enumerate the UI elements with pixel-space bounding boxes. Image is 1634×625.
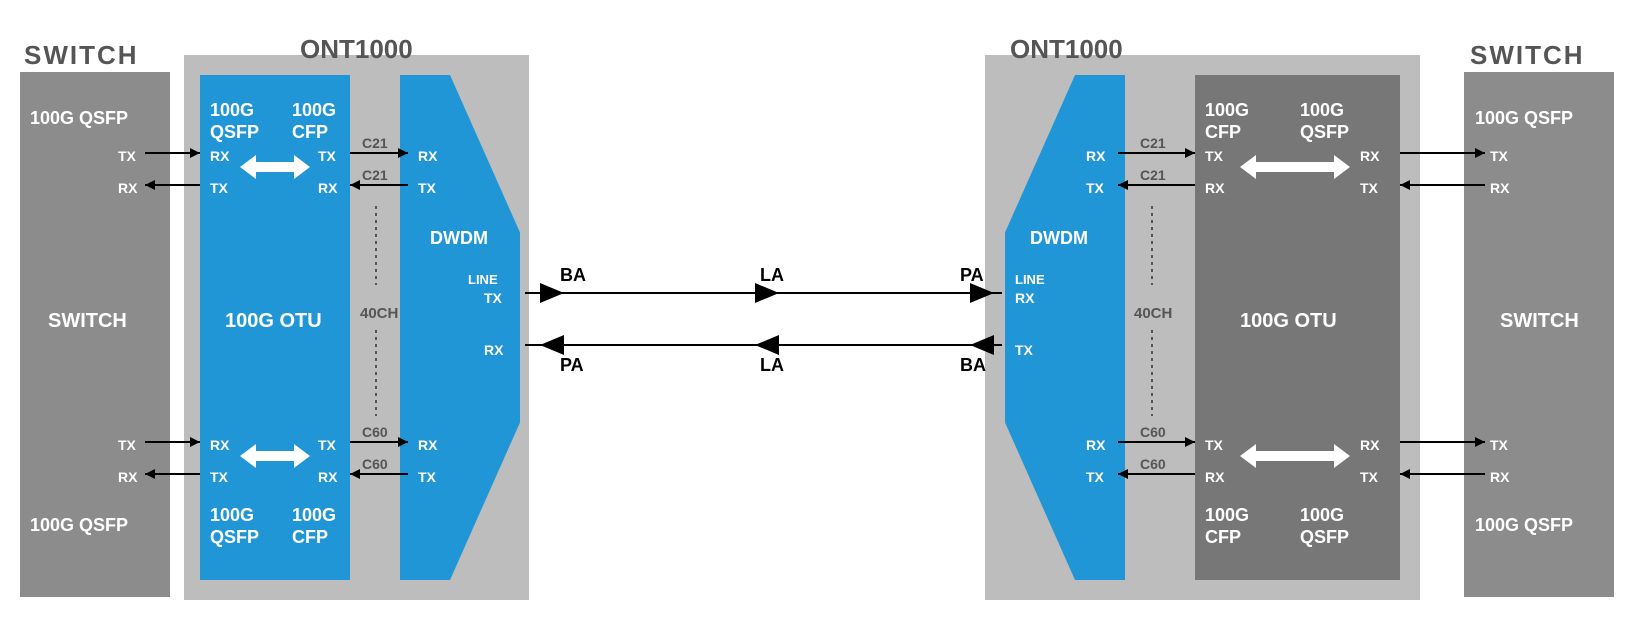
diagram-label: RX	[118, 469, 137, 485]
diagram-label: 100G QSFP	[30, 515, 128, 536]
diagram-label: TX	[1205, 437, 1223, 453]
diagram-label: TX	[118, 437, 136, 453]
diagram-label: RX	[1015, 290, 1034, 306]
diagram-label: RX	[1490, 469, 1509, 485]
diagram-label: 100G OTU	[225, 310, 322, 333]
diagram-label: QSFP	[210, 122, 259, 143]
diagram-label: SWITCH	[1470, 40, 1585, 71]
diagram-label: TX	[1360, 469, 1378, 485]
diagram-label: RX	[418, 148, 437, 164]
diagram-label: RX	[1360, 437, 1379, 453]
diagram-label: BA	[960, 355, 986, 376]
diagram-label: DWDM	[430, 228, 488, 249]
diagram-label: C60	[362, 424, 388, 440]
diagram-label: 100G	[210, 100, 254, 121]
diagram-label: RX	[210, 437, 229, 453]
diagram-label: TX	[1086, 180, 1104, 196]
diagram-label: RX	[1086, 437, 1105, 453]
diagram-label: TX	[318, 148, 336, 164]
diagram-label: 100G	[210, 505, 254, 526]
diagram-label: TX	[484, 290, 502, 306]
diagram-label: LA	[760, 355, 784, 376]
diagram-label: TX	[118, 148, 136, 164]
diagram-label: SWITCH	[1500, 310, 1579, 333]
diagram-label: 100G	[292, 505, 336, 526]
diagram-label: PA	[560, 355, 584, 376]
diagram-label: RX	[318, 469, 337, 485]
diagram-label: TX	[1015, 342, 1033, 358]
diagram-label: C21	[362, 135, 388, 151]
diagram-label: 100G OTU	[1240, 310, 1337, 333]
diagram-label: 100G QSFP	[1475, 515, 1573, 536]
diagram-label: BA	[560, 265, 586, 286]
diagram-label: LINE	[468, 272, 498, 287]
diagram-label: SWITCH	[48, 310, 127, 333]
diagram-label: 100G	[1205, 505, 1249, 526]
diagram-label: C21	[1140, 167, 1166, 183]
diagram-label: QSFP	[1300, 527, 1349, 548]
diagram-label: TX	[1086, 469, 1104, 485]
diagram-label: TX	[418, 469, 436, 485]
diagram-label: CFP	[1205, 122, 1241, 143]
diagram-label: LINE	[1015, 272, 1045, 287]
diagram-label: CFP	[292, 122, 328, 143]
diagram-label: ONT1000	[300, 34, 413, 65]
diagram-label: TX	[1360, 180, 1378, 196]
diagram-label: SWITCH	[24, 40, 139, 71]
diagram-label: TX	[1205, 148, 1223, 164]
diagram-label: RX	[418, 437, 437, 453]
diagram-label: RX	[484, 342, 503, 358]
diagram-label: CFP	[292, 527, 328, 548]
diagram-label: TX	[1490, 437, 1508, 453]
diagram-label: TX	[418, 180, 436, 196]
diagram-label: QSFP	[210, 527, 259, 548]
diagram-label: 100G QSFP	[1475, 108, 1573, 129]
diagram-label: 100G	[1205, 100, 1249, 121]
diagram-label: TX	[210, 180, 228, 196]
diagram-label: TX	[1490, 148, 1508, 164]
diagram-label: QSFP	[1300, 122, 1349, 143]
diagram-label: RX	[1490, 180, 1509, 196]
diagram-label: RX	[118, 180, 137, 196]
diagram-label: RX	[210, 148, 229, 164]
diagram-label: RX	[1205, 469, 1224, 485]
diagram-label: C21	[1140, 135, 1166, 151]
diagram-label: RX	[1205, 180, 1224, 196]
diagram-label: 100G	[1300, 100, 1344, 121]
diagram-label: C60	[1140, 424, 1166, 440]
diagram-label: C60	[1140, 456, 1166, 472]
diagram-label: CFP	[1205, 527, 1241, 548]
diagram-label: 100G	[1300, 505, 1344, 526]
diagram-label: C60	[362, 456, 388, 472]
diagram-label: 40CH	[1134, 305, 1172, 322]
diagram-label: 40CH	[360, 305, 398, 322]
diagram-label: ONT1000	[1010, 34, 1123, 65]
diagram-label: RX	[318, 180, 337, 196]
diagram-label: PA	[960, 265, 984, 286]
diagram-label: TX	[318, 437, 336, 453]
diagram-label: LA	[760, 265, 784, 286]
diagram-label: TX	[210, 469, 228, 485]
diagram-label: RX	[1086, 148, 1105, 164]
diagram-label: RX	[1360, 148, 1379, 164]
diagram-label: 100G QSFP	[30, 108, 128, 129]
diagram-label: C21	[362, 167, 388, 183]
diagram-label: 100G	[292, 100, 336, 121]
diagram-label: DWDM	[1030, 228, 1088, 249]
